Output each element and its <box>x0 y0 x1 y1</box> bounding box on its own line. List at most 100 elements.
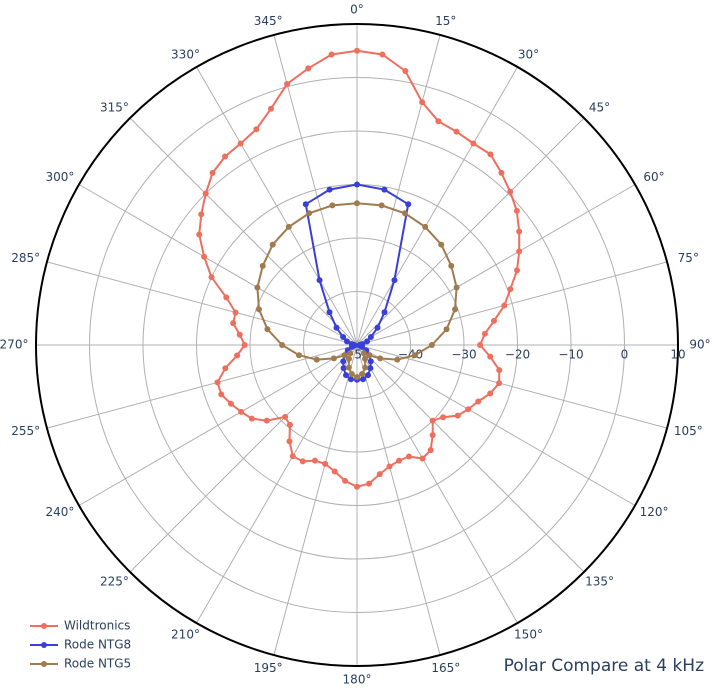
angular-tick-label: 15° <box>435 14 456 28</box>
point <box>299 458 306 465</box>
point <box>391 277 398 284</box>
point <box>362 364 369 371</box>
point <box>496 367 503 374</box>
point <box>376 471 383 478</box>
point <box>507 188 514 195</box>
legend-marker <box>41 623 47 629</box>
spoke <box>129 344 358 573</box>
point <box>302 201 309 208</box>
angular-tick-label: 210° <box>171 628 200 642</box>
point <box>419 99 426 106</box>
angular-tick-label: 75° <box>678 251 699 265</box>
point <box>201 253 208 260</box>
point <box>222 365 229 372</box>
angular-tick-label: 225° <box>100 574 129 588</box>
point <box>394 356 401 363</box>
point <box>282 413 289 420</box>
point <box>443 326 450 333</box>
spoke <box>46 261 358 346</box>
spoke <box>273 344 358 656</box>
point <box>296 352 303 359</box>
spoke <box>356 117 585 346</box>
angular-tick-label: 60° <box>643 170 664 184</box>
point <box>487 151 494 158</box>
point <box>329 202 336 209</box>
point <box>454 412 461 419</box>
point <box>366 352 373 359</box>
point <box>367 365 374 372</box>
point <box>354 200 360 207</box>
point <box>360 376 367 383</box>
point <box>429 417 436 424</box>
legend-label: Wildtronics <box>64 619 130 633</box>
angular-tick-label: 45° <box>589 101 610 115</box>
series-line <box>198 49 521 488</box>
point <box>477 342 484 348</box>
point <box>340 358 347 365</box>
point <box>507 286 514 293</box>
point <box>343 372 350 379</box>
angular-tick-label: 135° <box>585 574 614 588</box>
point <box>367 333 374 340</box>
point <box>326 186 333 193</box>
point <box>343 338 350 345</box>
point <box>345 355 352 362</box>
point <box>465 406 472 413</box>
point <box>514 267 521 274</box>
point <box>359 370 366 377</box>
point <box>429 432 436 439</box>
spoke <box>356 66 518 346</box>
angular-tick-label: 105° <box>674 424 703 438</box>
spoke <box>356 344 441 656</box>
spoke <box>78 184 358 346</box>
spoke <box>78 344 358 506</box>
point <box>227 400 234 407</box>
spoke <box>129 117 358 346</box>
point <box>198 211 205 218</box>
point <box>498 169 505 176</box>
point <box>340 333 347 340</box>
radial-tick-label: −10 <box>558 348 583 362</box>
point <box>222 153 229 160</box>
angular-tick-label: 345° <box>254 14 283 28</box>
point <box>311 457 318 464</box>
point <box>286 421 293 428</box>
angular-tick-label: 150° <box>514 628 543 642</box>
point <box>402 68 409 75</box>
point <box>475 398 482 405</box>
angular-tick-label: 300° <box>46 170 75 184</box>
spoke <box>46 344 358 429</box>
spoke <box>356 184 636 346</box>
point <box>374 324 381 331</box>
angular-tick-label: 195° <box>254 661 283 675</box>
point <box>364 338 371 345</box>
point <box>411 352 418 359</box>
point <box>496 380 503 387</box>
point <box>328 51 335 58</box>
point <box>316 277 323 284</box>
spoke <box>356 344 636 506</box>
point <box>364 372 371 379</box>
point <box>406 453 413 460</box>
point <box>223 294 230 301</box>
angular-tick-label: 240° <box>46 505 75 519</box>
point <box>322 460 329 467</box>
point <box>354 181 360 188</box>
point <box>487 390 494 397</box>
point <box>326 309 333 316</box>
legend-label: Rode NTG5 <box>64 657 131 671</box>
point <box>470 140 477 147</box>
point <box>241 342 248 348</box>
angular-tick-label: 165° <box>431 661 460 675</box>
angular-tick-label: 255° <box>11 424 40 438</box>
point <box>419 455 426 462</box>
point <box>232 309 239 316</box>
point <box>377 355 384 362</box>
point <box>396 457 403 464</box>
point <box>378 202 385 209</box>
outer-circle <box>35 23 679 667</box>
angular-tick-label: 330° <box>171 47 200 61</box>
point <box>286 438 293 445</box>
point <box>313 356 320 363</box>
